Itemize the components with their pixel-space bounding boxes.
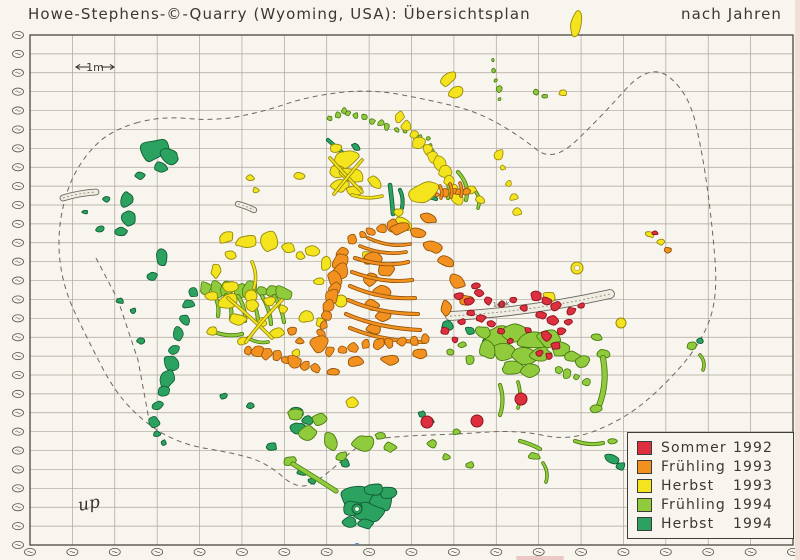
scan-edge-artifact	[795, 0, 800, 560]
bone-find-label: 141k	[492, 300, 511, 309]
legend: Sommer 1992 Frühling 1993 Herbst 1993 Frühling…	[627, 432, 794, 539]
legend-item: Herbst 1994	[637, 514, 793, 533]
excavation-boundary	[58, 71, 717, 487]
legend-label: Sommer	[661, 439, 727, 456]
legend-label: Frühling	[661, 458, 726, 475]
legend-year: 1994	[733, 515, 774, 532]
legend-item: Frühling 1994	[637, 495, 793, 514]
legend-label: Frühling	[661, 496, 726, 513]
legend-year: 1993	[733, 458, 774, 475]
scale-label: 1m	[86, 61, 104, 74]
legend-color-swatch	[637, 516, 652, 531]
excavator-signature: up	[76, 492, 102, 516]
legend-year: 1993	[733, 477, 774, 494]
legend-color-swatch	[637, 478, 652, 493]
legend-item: Frühling 1993	[637, 457, 793, 476]
scale-bar: 1m	[74, 61, 116, 74]
grid-tick-stamps	[12, 30, 799, 557]
legend-color-swatch	[637, 459, 652, 474]
legend-color-swatch	[637, 497, 652, 512]
legend-item: Sommer 1992	[637, 438, 793, 457]
legend-year: 1994	[733, 496, 774, 513]
legend-item: Herbst 1993	[637, 476, 793, 495]
scan-speck-artifact	[355, 543, 359, 545]
legend-color-swatch	[637, 440, 652, 455]
legend-label: Herbst	[661, 477, 715, 494]
bone-shapes-layer	[59, 10, 706, 530]
legend-year: 1992	[733, 439, 774, 456]
subtitle-nach-jahren: nach Jahren	[681, 5, 783, 23]
scan-smudge-artifact	[516, 556, 564, 560]
legend-label: Herbst	[661, 515, 715, 532]
page-title: Howe-Stephens-©-Quarry (Wyoming, USA): Ü…	[28, 5, 531, 23]
